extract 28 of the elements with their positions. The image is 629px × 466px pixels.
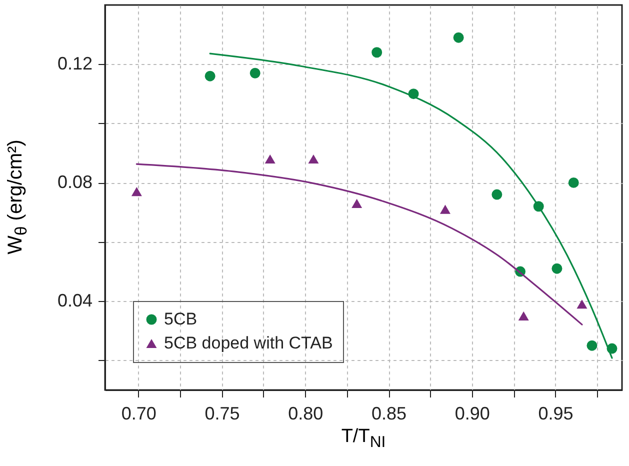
x-tick-label: 0.75 — [204, 404, 240, 424]
point — [518, 311, 529, 321]
point — [576, 300, 588, 309]
point — [308, 154, 319, 164]
point — [250, 68, 260, 78]
x-tick-label: 0.90 — [454, 404, 490, 424]
x-axis-title: T/T$_{NI}$ — [340, 426, 387, 453]
line-series — [136, 163, 583, 326]
point — [372, 47, 382, 58]
y-tick-label: 0.08 — [57, 172, 92, 192]
point — [204, 70, 216, 82]
point — [568, 177, 579, 188]
point — [552, 263, 562, 274]
y-tick-label: 0.12 — [57, 54, 92, 74]
point — [440, 204, 450, 214]
x-tick-label: 0.70 — [121, 404, 156, 424]
point — [453, 32, 464, 43]
legend-label: 5CB — [164, 310, 198, 328]
point — [586, 340, 598, 351]
x-tick-label: 0.95 — [538, 404, 574, 424]
point — [352, 198, 362, 208]
legend-label: 5CB doped with CTAB — [164, 334, 333, 352]
point — [131, 187, 142, 196]
y-tick-label: 0.04 — [57, 290, 92, 311]
x-tick-label: 0.85 — [371, 404, 407, 424]
x-tick-label: 0.80 — [288, 404, 324, 424]
point — [264, 154, 276, 164]
point — [492, 189, 502, 200]
